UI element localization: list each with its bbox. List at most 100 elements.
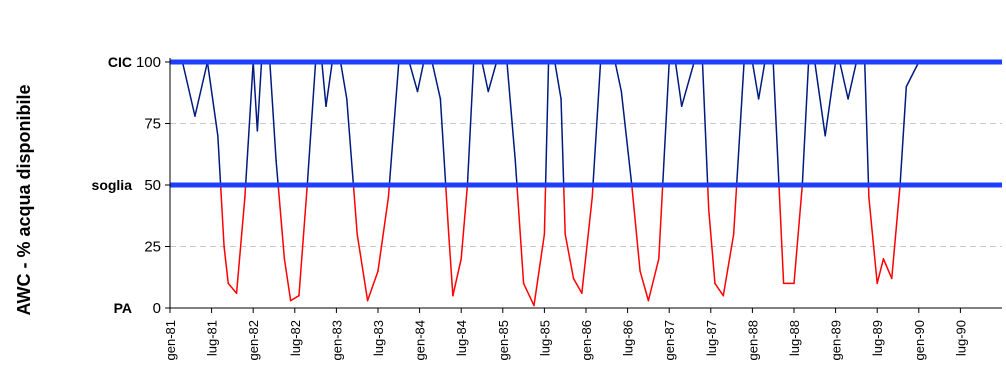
series-segment-52-0 (581, 196, 593, 294)
series-segment-33-0 (439, 98, 447, 186)
gridlines (170, 123, 1002, 247)
series-segment-88-0 (876, 258, 885, 285)
series-segment-12-0 (269, 61, 277, 162)
x-tick-label-lug-85: lug-85 (537, 320, 552, 356)
x-tick-label-lug-89: lug-89 (870, 320, 885, 356)
series-segment-45-0 (533, 233, 546, 307)
x-tick-label-lug-83: lug-83 (371, 320, 386, 356)
series-segment-4-0 (217, 135, 222, 186)
y-tick-label-0: 0 (153, 300, 161, 317)
series-segment-26-0 (377, 196, 390, 272)
series-segment-9-0 (252, 61, 259, 132)
series-segment-49-0 (560, 98, 565, 186)
series-segment-59-0 (639, 270, 650, 302)
y-tick-label-50: 50 (144, 177, 161, 194)
x-tick-label-gen-83: gen-83 (329, 320, 344, 360)
marker-label-pa: PA (114, 300, 132, 316)
series-segment-60-0 (647, 258, 660, 302)
series-segment-63-0 (674, 61, 683, 108)
series-segment-83-0 (839, 61, 849, 100)
series-segment-81-0 (824, 61, 837, 137)
series-segment-25-0 (366, 270, 379, 302)
series-segment-13-1 (277, 184, 286, 260)
y-tick-label-25: 25 (144, 239, 161, 256)
x-tick-label-lug-84: lug-84 (454, 320, 469, 356)
series-segment-43-1 (516, 184, 525, 285)
series-segment-86-0 (863, 61, 870, 186)
y-axis-ticks: 0 25 50 75 100 (136, 54, 170, 317)
series-segment-17-0 (306, 61, 317, 186)
series-segment-34-0 (447, 233, 454, 297)
x-tick-label-lug-87: lug-87 (704, 320, 719, 356)
x-tick-label-gen-89: gen-89 (829, 320, 844, 360)
series-segment-27-1 (388, 61, 400, 186)
x-tick-label-lug-88: lug-88 (787, 320, 802, 356)
series-segment-64-0 (680, 61, 695, 108)
series-segment-23-0 (346, 98, 355, 186)
threshold-lines: CIC soglia PA (92, 54, 1002, 316)
series-segment-48-0 (554, 61, 562, 100)
x-tick-label-gen-86: gen-86 (579, 320, 594, 360)
series-segment-72-0 (751, 61, 760, 100)
series-segment-70-0 (732, 184, 738, 235)
series-segment-23-1 (352, 184, 358, 235)
x-tick-label-gen-81: gen-81 (163, 320, 178, 360)
marker-label-cic: CIC (108, 54, 132, 70)
y-tick-label-100: 100 (136, 54, 161, 71)
x-tick-label-gen-87: gen-87 (662, 320, 677, 360)
series-segment-29-0 (408, 61, 419, 93)
series-segment-42-0 (506, 61, 517, 162)
x-tick-label-gen-85: gen-85 (496, 320, 511, 360)
series-segment-90-0 (891, 184, 901, 280)
series-segment-67-0 (707, 208, 716, 285)
series-segment-69-0 (722, 233, 735, 297)
series-segment-75-1 (778, 184, 785, 285)
series-segment-78-0 (801, 61, 810, 186)
y-tick-label-75: 75 (144, 116, 161, 133)
x-tick-label-gen-84: gen-84 (413, 320, 428, 360)
x-tick-label-lug-81: lug-81 (205, 320, 220, 356)
series-segment-43-0 (514, 159, 518, 186)
series-segment-53-1 (592, 61, 602, 186)
series-segment-16-0 (298, 184, 309, 297)
series-segment-50-0 (564, 233, 575, 280)
series-segment-35-0 (452, 258, 462, 297)
series-segment-92-0 (905, 61, 920, 88)
series-segment-37-0 (466, 61, 475, 186)
series-segment-73-0 (757, 61, 766, 100)
series-segment-75-0 (772, 61, 780, 186)
axes (169, 58, 1002, 309)
series-segment-8-1 (244, 61, 254, 186)
marker-label-soglia: soglia (92, 177, 133, 193)
series-segment-80-0 (814, 61, 826, 137)
series-segment-49-1 (562, 184, 566, 235)
series-segment-87-0 (868, 196, 878, 285)
x-axis-ticks: gen-81 lug-81 gen-82 lug-82 gen-83 lug-83 gen-… (163, 308, 968, 360)
series-segment-46-1 (544, 61, 550, 186)
series-segment-10-0 (256, 61, 263, 132)
series-segment-24-0 (356, 233, 369, 302)
series-segment-30-0 (416, 61, 425, 93)
series-segment-7-0 (235, 196, 246, 294)
series-segment-61-1 (661, 61, 670, 186)
series-segment-57-0 (620, 90, 633, 186)
series-segment-89-0 (882, 258, 893, 280)
series-segment-91-0 (899, 85, 908, 186)
x-tick-label-lug-86: lug-86 (621, 320, 636, 356)
series-line (169, 61, 1001, 307)
series-segment-22-0 (339, 61, 348, 100)
series-segment-66-0 (701, 61, 709, 186)
series-segment-70-1 (735, 61, 745, 186)
series-segment-39-0 (481, 61, 489, 93)
series-segment-33-1 (444, 184, 450, 235)
series-segment-19-0 (321, 61, 327, 108)
series-segment-68-0 (714, 282, 725, 297)
x-tick-label-lug-90: lug-90 (953, 320, 968, 356)
series-segment-46-0 (543, 184, 547, 235)
series-segment-58-0 (631, 184, 641, 272)
series-segment-77-0 (793, 184, 804, 285)
series-segment-15-0 (289, 294, 300, 302)
series-segment-4-1 (219, 184, 225, 248)
series-segment-2-0 (194, 61, 209, 117)
